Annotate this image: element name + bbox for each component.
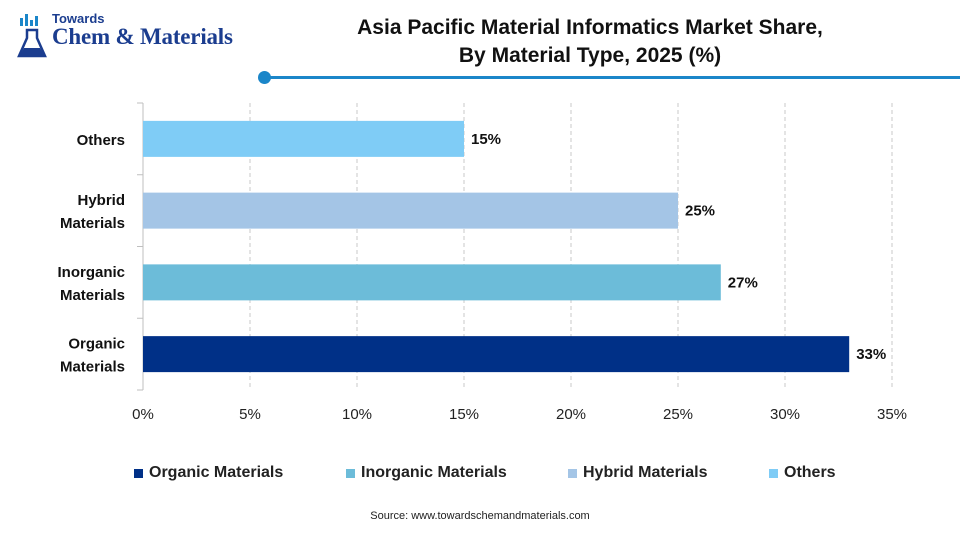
- title-rule-dot: [258, 71, 271, 84]
- chart-legend: Organic Materials Inorganic Materials Hybr…: [0, 464, 960, 484]
- category-label: Hybrid: [77, 192, 125, 209]
- legend-swatch: [346, 468, 355, 478]
- category-label: Materials: [60, 215, 125, 232]
- legend-item: Inorganic Materials: [346, 464, 507, 482]
- flask-icon: [17, 14, 47, 58]
- legend-label: Hybrid Materials: [583, 464, 708, 481]
- x-tick-label: 35%: [877, 406, 907, 423]
- title-rule-line: [268, 76, 960, 79]
- data-label: 25%: [685, 203, 715, 220]
- x-tick-label: 20%: [556, 406, 586, 423]
- legend-label: Organic Materials: [149, 464, 284, 481]
- data-label: 33%: [856, 346, 886, 363]
- legend-label: Others: [784, 464, 836, 481]
- bar: [143, 192, 678, 229]
- category-label: Organic: [68, 336, 125, 353]
- x-tick-label: 25%: [663, 406, 693, 423]
- data-label: 27%: [728, 274, 758, 291]
- legend-label: Inorganic Materials: [361, 464, 507, 481]
- x-tick-label: 10%: [342, 406, 372, 423]
- legend-item: Others: [769, 464, 836, 482]
- legend-swatch: [568, 468, 577, 478]
- data-label: 15%: [471, 131, 501, 148]
- x-tick-label: 15%: [449, 406, 479, 423]
- x-tick-label: 5%: [239, 406, 261, 423]
- x-tick-label: 30%: [770, 406, 800, 423]
- logo-text-small: Towards: [52, 11, 105, 26]
- category-label: Inorganic: [57, 264, 125, 281]
- legend-swatch: [769, 468, 778, 478]
- bar: [143, 336, 850, 373]
- legend-swatch: [134, 468, 143, 478]
- chart-title-line1: Asia Pacific Material Informatics Market…: [357, 16, 823, 39]
- x-tick-label: 0%: [132, 406, 154, 423]
- legend-item: Organic Materials: [134, 464, 283, 482]
- legend-item: Hybrid Materials: [568, 464, 707, 482]
- brand-logo: Towards Chem & Materials: [16, 10, 256, 70]
- source-note: Source: www.towardschemandmaterials.com: [370, 510, 590, 522]
- category-label: Materials: [60, 359, 125, 376]
- bar: [143, 264, 721, 301]
- logo-text-main: Chem & Materials: [52, 24, 233, 49]
- chart-title-line2: By Material Type, 2025 (%): [458, 44, 722, 67]
- category-label: Others: [77, 132, 125, 149]
- bar: [143, 120, 464, 157]
- category-label: Materials: [60, 287, 125, 304]
